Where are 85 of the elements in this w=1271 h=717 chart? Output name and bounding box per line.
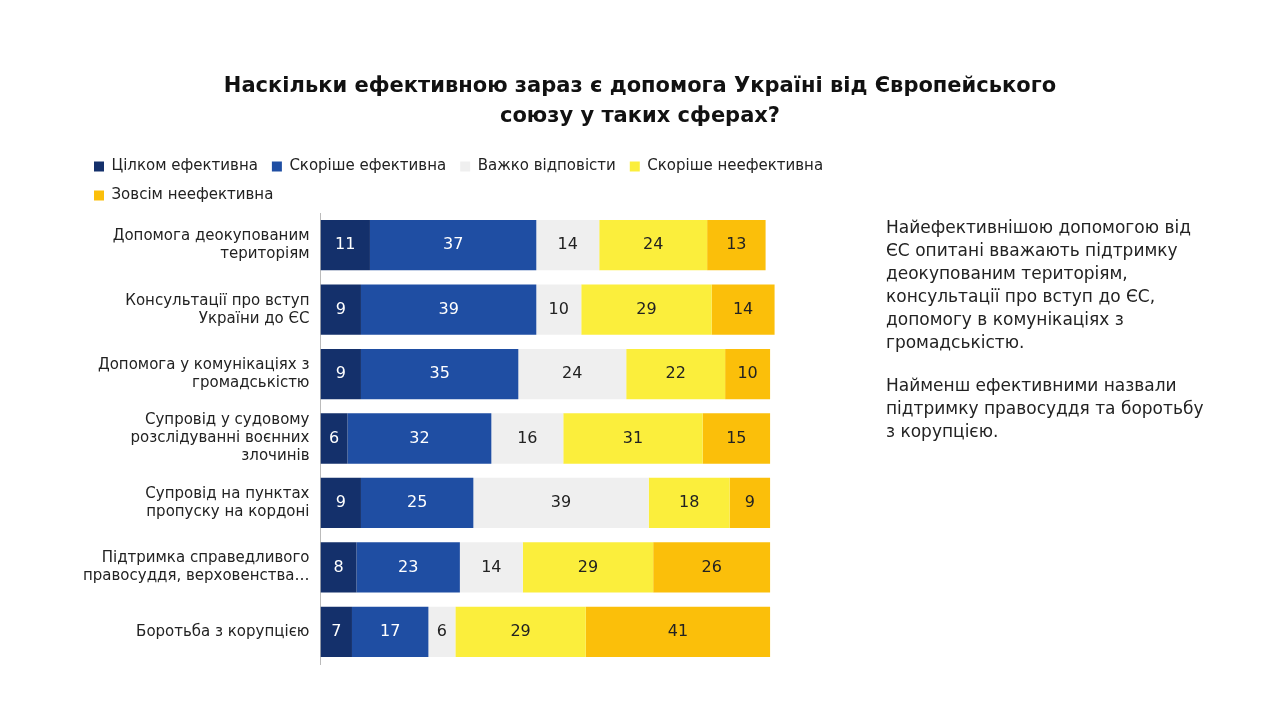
- data-label: 17: [380, 620, 401, 640]
- data-label: 9: [744, 492, 755, 512]
- data-label: 31: [622, 427, 644, 447]
- data-label: 8: [333, 556, 344, 576]
- data-label: 29: [636, 298, 657, 318]
- data-label: 11: [335, 234, 356, 254]
- bar: [351, 606, 429, 657]
- bar: [702, 413, 771, 464]
- y-tick-label: Консультації про вступ України до ЄС: [125, 290, 310, 327]
- bar: [725, 348, 771, 400]
- bar: [648, 477, 730, 529]
- text: Найефективнішою допомогою від ЄС опитані вважають підтримку деокупованим територіям, консультації про вступ до ЄС, допомогу в комунікаціях з громадськістю.: [886, 216, 1192, 354]
- bar: [360, 348, 519, 400]
- data-label: 14: [481, 556, 502, 576]
- bar: [320, 348, 361, 400]
- data-label: 10: [548, 298, 569, 318]
- data-label: 41: [667, 620, 689, 640]
- bar: [459, 542, 523, 593]
- data-label: 22: [665, 363, 686, 383]
- data-label: 13: [726, 234, 747, 254]
- bar: [320, 220, 370, 271]
- data-label: 14: [732, 298, 754, 318]
- bar: [356, 542, 460, 593]
- bar: [491, 413, 564, 464]
- bar: [360, 284, 537, 335]
- data-label: 9: [335, 492, 346, 512]
- data-label: 9: [335, 298, 346, 318]
- bar: [320, 413, 348, 464]
- legend-label: Скоріше ефективна: [289, 156, 447, 175]
- data-label: 16: [517, 427, 538, 447]
- data-label: 24: [562, 363, 583, 383]
- bar: [369, 220, 537, 271]
- bar: [536, 220, 600, 271]
- data-label: 24: [643, 234, 664, 254]
- legend-label: Зовсім неефективна: [111, 185, 274, 204]
- legend-label: Скоріше неефективна: [647, 156, 824, 175]
- data-label: 23: [397, 556, 419, 576]
- chart-title: Наскільки ефективною зараз є допомога Україні від Європейського союзу у таких сферах?: [222, 72, 1058, 129]
- data-label: 35: [429, 363, 450, 383]
- bar: [536, 284, 582, 335]
- y-tick-label: Допомога деокупованим територіям: [112, 226, 310, 263]
- data-label: 6: [328, 427, 340, 447]
- data-label: 32: [409, 427, 430, 447]
- legend-label: Важко відповісти: [477, 156, 616, 175]
- bar: [599, 220, 708, 271]
- y-tick-label: Супровід на пунктах пропуску на кордоні: [145, 483, 310, 520]
- bar: [428, 606, 456, 657]
- bar: [360, 477, 474, 529]
- data-label: 6: [436, 620, 447, 640]
- bar: [320, 542, 357, 593]
- bar: [585, 606, 771, 657]
- bar: [518, 348, 627, 400]
- y-tick-label: Допомога у комунікаціях з громадськістю: [97, 354, 310, 391]
- bar: [320, 477, 361, 529]
- bar: [729, 477, 771, 529]
- bar: [653, 542, 771, 593]
- bar: [320, 606, 352, 657]
- bar: [320, 284, 361, 335]
- data-label: 39: [550, 492, 572, 512]
- bar: [522, 542, 654, 593]
- data-label: 29: [510, 620, 531, 640]
- bar: [707, 220, 766, 271]
- bar: [711, 284, 775, 335]
- data-label: 37: [442, 234, 464, 254]
- data-label: 29: [577, 556, 599, 576]
- y-tick-label: Супровід у судовому розслідуванні воєнних злочинів: [130, 410, 310, 465]
- data-label: 9: [335, 363, 346, 383]
- y-tick-label: Боротьба з корупцією: [136, 621, 310, 640]
- y-tick-label: Підтримка справедливого правосуддя, верховенства…: [82, 548, 310, 585]
- bar: [455, 606, 586, 657]
- legend-label: Цілком ефективна: [111, 156, 258, 175]
- data-label: 7: [331, 620, 342, 640]
- data-label: 26: [701, 556, 722, 576]
- bar: [563, 413, 703, 464]
- text: Найменш ефективними назвали підтримку правосуддя та боротьбу з корупцією.: [886, 374, 1205, 443]
- data-label: 15: [726, 427, 747, 447]
- data-label: 39: [438, 298, 459, 318]
- bar: [626, 348, 726, 400]
- bar: [347, 413, 492, 464]
- data-label: 10: [737, 363, 758, 383]
- data-label: 25: [406, 492, 428, 512]
- data-label: 18: [678, 492, 700, 512]
- data-label: 14: [557, 234, 578, 254]
- bar: [581, 284, 712, 335]
- bar: [473, 477, 649, 529]
